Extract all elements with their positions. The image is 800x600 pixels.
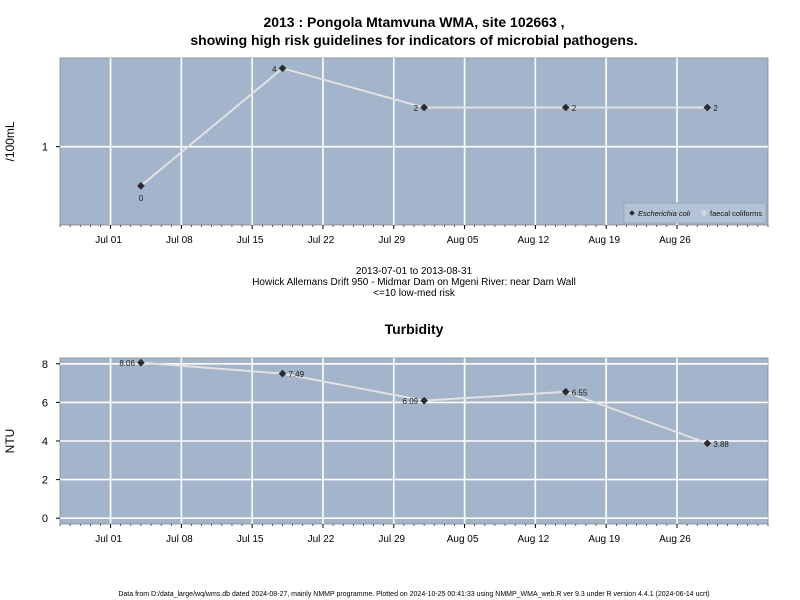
data-point	[703, 103, 712, 112]
x-tick-label: Aug 19	[588, 235, 620, 246]
legend-marker	[701, 210, 707, 216]
x-tick-label: Jul 08	[166, 235, 193, 246]
data-label: 8.06	[119, 359, 135, 368]
x-tick-label: Jul 01	[95, 534, 122, 545]
x-tick-label: Jul 29	[378, 235, 405, 246]
legend-entry-label: faecal coliforms	[710, 209, 762, 218]
plot-panel	[59, 57, 769, 226]
legend-box	[623, 202, 767, 224]
x-tick-label: Aug 05	[447, 534, 479, 545]
data-point	[278, 369, 287, 378]
site-description-text: Howick Allemans Drift 950 - Midmar Dam o…	[252, 277, 576, 288]
turbidity-chart: Jul 01 Jul 08 Jul 15 Jul 22 Jul 29 Aug 05 Aug …	[3, 321, 769, 545]
data-point	[561, 387, 570, 396]
data-point	[278, 64, 287, 73]
y-tick-label: 8	[42, 359, 48, 371]
chart-title: Turbidity	[385, 321, 444, 337]
data-label: 2	[414, 104, 419, 113]
x-tick-label: Jul 22	[308, 534, 335, 545]
x-tick-label: Jul 08	[166, 534, 193, 545]
legend-entry-label: Escherichia coli	[638, 209, 690, 218]
x-tick-label: Aug 12	[518, 235, 550, 246]
data-point	[561, 103, 570, 112]
y-tick-label: 1	[42, 142, 48, 154]
legend-marker	[629, 210, 635, 216]
y-axis-label: NTU	[3, 429, 17, 454]
x-tick-label: Jul 15	[237, 235, 264, 246]
legend: Escherichia coli faecal coliforms	[623, 202, 767, 224]
data-label: 6.09	[403, 397, 419, 406]
data-point	[703, 439, 712, 448]
x-tick-label: Jul 29	[378, 534, 405, 545]
risk-note-text: <=10 low-med risk	[373, 288, 456, 299]
data-point	[420, 396, 428, 405]
x-tick-label: Aug 05	[447, 235, 479, 246]
x-tick-label: Aug 19	[588, 534, 620, 545]
data-label: 7.49	[289, 370, 305, 379]
y-tick-label: 2	[42, 475, 48, 487]
x-tick-label: Aug 26	[659, 235, 691, 246]
y-tick-label: 0	[42, 513, 48, 525]
y-tick-label: 6	[42, 397, 48, 409]
data-label: 3.88	[713, 440, 729, 449]
y-tick-label: 4	[42, 436, 48, 448]
figure-title-line-1: 2013 : Pongola Mtamvuna WMA, site 102663…	[263, 14, 564, 30]
data-point	[137, 358, 145, 367]
data-label: 0	[139, 194, 144, 203]
data-label: 4	[272, 65, 277, 74]
x-tick-label: Jul 22	[308, 235, 335, 246]
data-point	[137, 182, 145, 190]
x-tick-label: Jul 15	[237, 534, 264, 545]
figure-title-line-2: showing high risk guidelines for indicat…	[190, 32, 637, 48]
data-label: 6.55	[572, 388, 588, 397]
data-label: 2	[713, 104, 718, 113]
data-label: 2	[572, 104, 577, 113]
footer-text: Data from D:/data_large/wq/wms.db dated …	[118, 591, 709, 598]
x-tick-label: Jul 01	[95, 235, 122, 246]
microbial-chart: Jul 01 Jul 08 Jul 15 Jul 22 Jul 29 Aug 05 Aug …	[3, 57, 769, 246]
date-range-text: 2013-07-01 to 2013-08-31	[356, 266, 473, 277]
data-point	[420, 103, 428, 112]
y-axis-label: /100mL	[3, 121, 17, 161]
x-tick-label: Aug 26	[659, 534, 691, 545]
x-tick-label: Aug 12	[518, 534, 550, 545]
